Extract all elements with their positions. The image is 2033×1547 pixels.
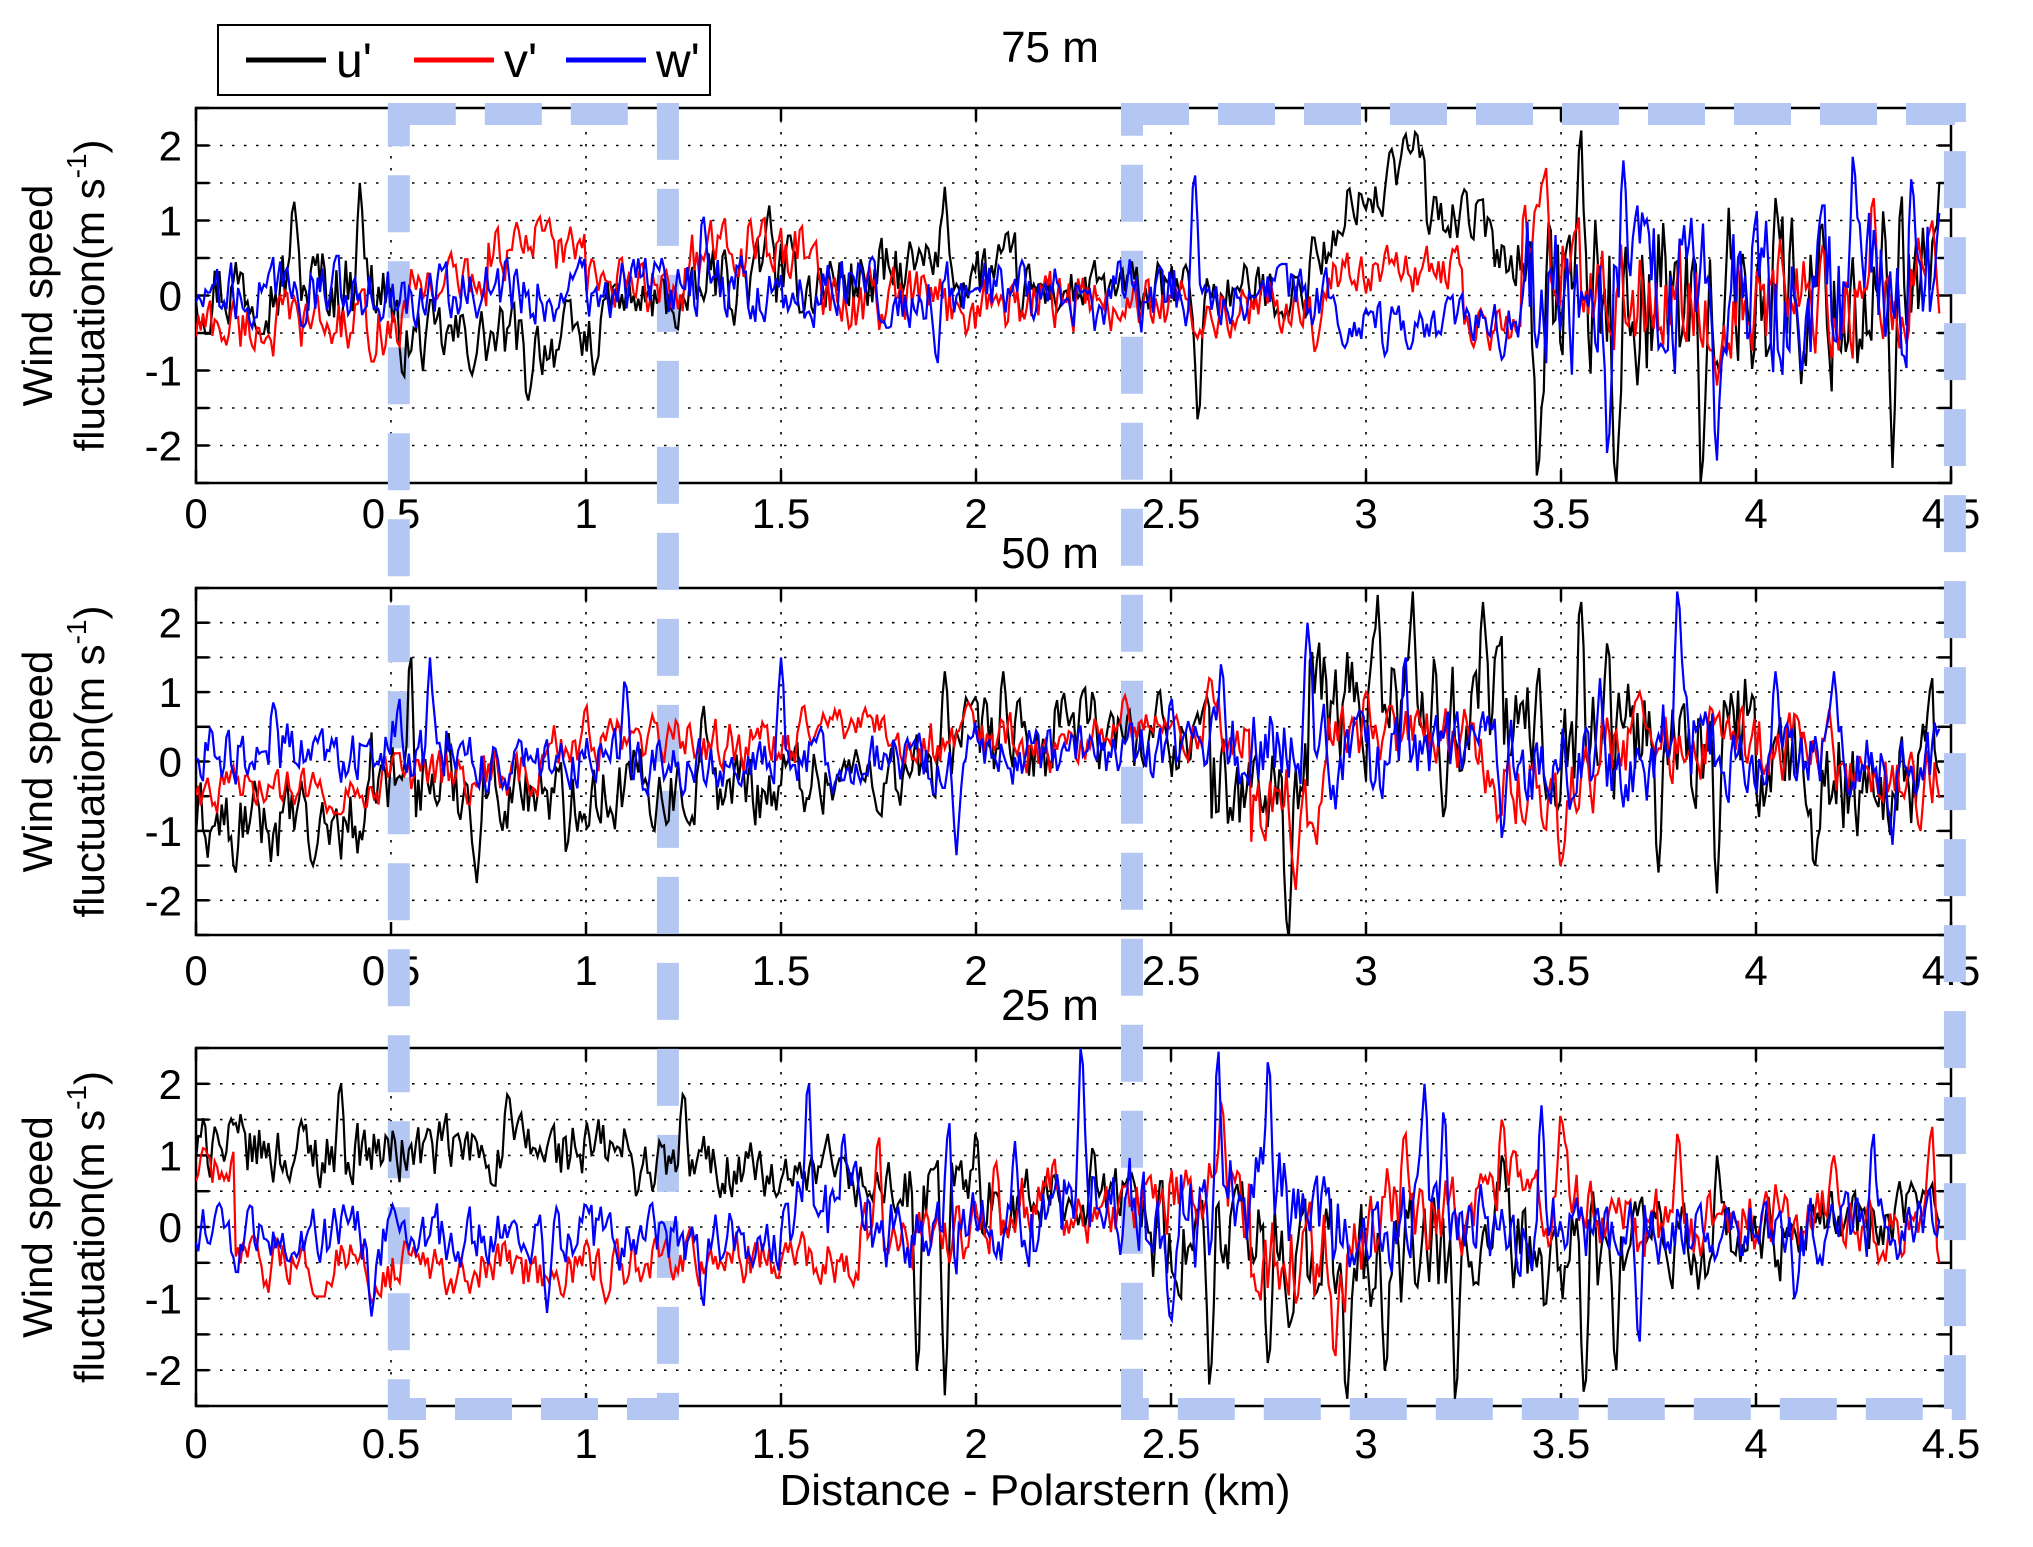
y-tick-label: 1 bbox=[159, 198, 182, 245]
x-tick-label: 2.5 bbox=[1142, 947, 1200, 994]
y-axis-label-line2: fluctuation(m s-1) bbox=[61, 139, 113, 451]
x-tick-label: 3.5 bbox=[1532, 490, 1590, 537]
series-line-v-panel2 bbox=[196, 675, 1941, 891]
y-tick-label: 2 bbox=[159, 1061, 182, 1108]
y-tick-label: 2 bbox=[159, 600, 182, 647]
y-axis-label-line1: Wind speed bbox=[14, 651, 61, 873]
series-line-u-panel2 bbox=[196, 591, 1941, 935]
x-tick-label: 4 bbox=[1744, 490, 1767, 537]
x-tick-label: 3 bbox=[1354, 947, 1377, 994]
y-tick-label: -2 bbox=[145, 1347, 182, 1394]
y-tick-label: 1 bbox=[159, 669, 182, 716]
series-line-w-panel1 bbox=[196, 156, 1941, 461]
y-tick-label: -1 bbox=[145, 1276, 182, 1323]
x-tick-label: 3.5 bbox=[1532, 947, 1590, 994]
x-tick-label: 2.5 bbox=[1142, 490, 1200, 537]
x-tick-label: 1 bbox=[574, 947, 597, 994]
legend-label-u: u' bbox=[336, 35, 372, 88]
y-tick-label: -2 bbox=[145, 877, 182, 924]
y-axis-label-line1: Wind speed bbox=[14, 1116, 61, 1338]
panel-title: 25 m bbox=[1001, 981, 1099, 1030]
x-tick-label: 2 bbox=[964, 1420, 987, 1467]
y-tick-label: -1 bbox=[145, 348, 182, 395]
y-axis-unit-superscript: -1 bbox=[61, 619, 92, 644]
x-tick-label: 1.5 bbox=[752, 1420, 810, 1467]
y-tick-label: 1 bbox=[159, 1132, 182, 1179]
series-line-v-panel1 bbox=[196, 167, 1941, 386]
y-axis-unit-superscript: -1 bbox=[61, 1085, 92, 1110]
x-tick-label: 0 bbox=[184, 1420, 207, 1467]
highlight-box-2 bbox=[1121, 103, 1966, 1420]
y-axis-label-line2: fluctuation(m s-1) bbox=[61, 605, 113, 917]
y-tick-label: -2 bbox=[145, 423, 182, 470]
y-axis-unit-close: ) bbox=[66, 605, 113, 619]
legend-label-w: w' bbox=[655, 35, 700, 88]
y-axis-label-line2: fluctuation(m s-1) bbox=[61, 1071, 113, 1383]
x-tick-label: 3 bbox=[1354, 490, 1377, 537]
x-tick-label: 4.5 bbox=[1922, 1420, 1980, 1467]
x-tick-label: 0.5 bbox=[362, 1420, 420, 1467]
y-tick-label: 0 bbox=[159, 739, 182, 786]
x-tick-label: 2.5 bbox=[1142, 1420, 1200, 1467]
series-line-v-panel3 bbox=[196, 1101, 1941, 1357]
highlight-box-1 bbox=[387, 103, 679, 1420]
x-axis-label: Distance - Polarstern (km) bbox=[779, 1466, 1290, 1515]
series-line-w-panel3 bbox=[196, 1048, 1941, 1342]
x-tick-label: 1 bbox=[574, 1420, 597, 1467]
y-tick-label: 0 bbox=[159, 1204, 182, 1251]
series-line-w-panel2 bbox=[196, 591, 1941, 856]
y-tick-label: 0 bbox=[159, 273, 182, 320]
y-axis-unit-close: ) bbox=[66, 1071, 113, 1085]
y-axis-unit-text: fluctuation(m s bbox=[66, 178, 113, 451]
x-tick-label: 4 bbox=[1744, 947, 1767, 994]
y-tick-label: -1 bbox=[145, 808, 182, 855]
y-axis-unit-text: fluctuation(m s bbox=[66, 1110, 113, 1383]
panel-title: 50 m bbox=[1001, 529, 1099, 578]
legend-label-v: v' bbox=[504, 35, 537, 88]
x-tick-label: 2 bbox=[964, 490, 987, 537]
x-tick-label: 1.5 bbox=[752, 947, 810, 994]
panel-title: 75 m bbox=[1001, 23, 1099, 72]
x-tick-label: 4 bbox=[1744, 1420, 1767, 1467]
x-tick-label: 1.5 bbox=[752, 490, 810, 537]
x-tick-label: 3.5 bbox=[1532, 1420, 1590, 1467]
y-axis-unit-text: fluctuation(m s bbox=[66, 644, 113, 917]
y-axis-unit-close: ) bbox=[66, 139, 113, 153]
x-tick-label: 0 bbox=[184, 490, 207, 537]
x-tick-label: 0 bbox=[184, 947, 207, 994]
y-axis-label-line1: Wind speed bbox=[14, 185, 61, 407]
x-tick-label: 1 bbox=[574, 490, 597, 537]
x-tick-label: 3 bbox=[1354, 1420, 1377, 1467]
y-tick-label: 2 bbox=[159, 123, 182, 170]
y-axis-unit-superscript: -1 bbox=[61, 153, 92, 178]
x-tick-label: 2 bbox=[964, 947, 987, 994]
